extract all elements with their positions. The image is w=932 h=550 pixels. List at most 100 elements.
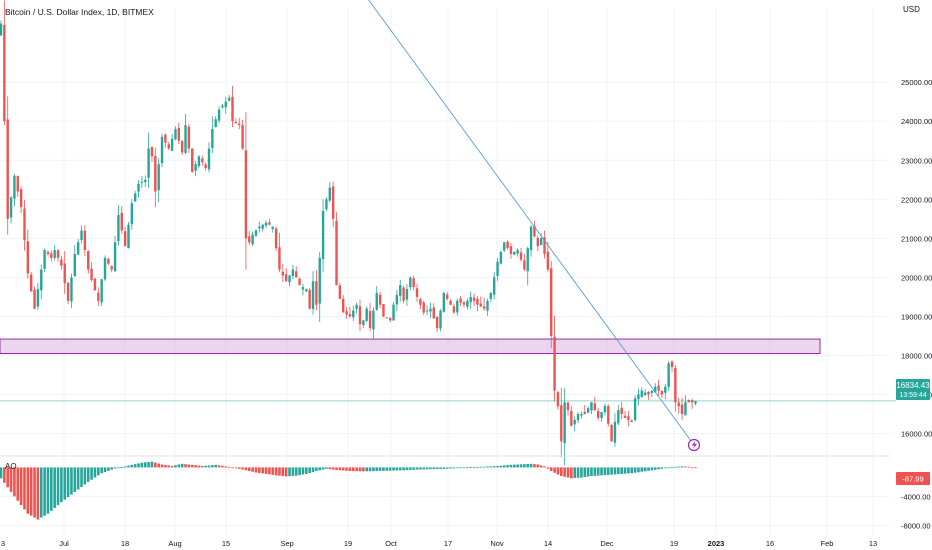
ao-bar (395, 467, 399, 471)
candle-body (338, 285, 342, 299)
candle-body (241, 124, 244, 149)
candle-body (610, 424, 613, 442)
ao-bar (650, 467, 654, 471)
candle-body (613, 421, 617, 443)
ao-bar (445, 467, 449, 469)
x-tick-label: Jul (59, 539, 69, 548)
ao-bar (452, 467, 456, 469)
candle-body (147, 148, 150, 178)
y-tick-label: 18000.00 (901, 351, 932, 360)
ao-bar (469, 467, 472, 468)
candle-body (274, 228, 278, 249)
candle-body (637, 394, 640, 400)
ao-bar (147, 461, 150, 468)
candle-body (593, 403, 597, 411)
ao-bar (315, 467, 318, 472)
ao-bar (680, 466, 684, 468)
candle-body (556, 392, 560, 407)
ao-bar (66, 467, 70, 498)
candle-body (144, 179, 147, 183)
candle-body (184, 125, 187, 153)
candle-body (472, 297, 476, 301)
candle-body (13, 175, 16, 199)
time-scale[interactable]: 3 Jul 18 Aug 15 Sep 19 Oct 17 Nov 14 Dec 19 2023 16 Feb… (1, 539, 877, 548)
candle-body (482, 306, 486, 309)
candle-body (315, 281, 318, 305)
candle-body (570, 411, 573, 426)
candle-body (529, 226, 533, 251)
ao-bar (382, 467, 385, 471)
ao-bar (331, 467, 335, 470)
ao-histogram (0, 461, 697, 520)
ao-bar (519, 464, 523, 468)
ao-bar (227, 466, 231, 468)
price-scale[interactable]: 16000.0017000.0018000.0019000.0020000.00… (901, 78, 932, 438)
candle-body (318, 257, 321, 304)
candle-body (238, 123, 241, 126)
ao-bar (492, 466, 496, 468)
ao-bar (563, 467, 566, 477)
ao-bar (694, 467, 697, 469)
candle-body (70, 277, 73, 302)
ao-bar (617, 467, 620, 475)
ao-bar (174, 465, 177, 468)
candle-body (670, 361, 674, 368)
ao-bar (677, 466, 681, 468)
trendline[interactable] (365, 0, 695, 446)
alert-icon[interactable] (687, 438, 701, 452)
candle-body (620, 407, 623, 415)
candle-body (19, 189, 23, 208)
ao-bar (670, 467, 674, 468)
candle-body (446, 294, 449, 299)
ao-bar (3, 467, 6, 483)
ao-indicator-title[interactable]: AO (5, 462, 17, 471)
ao-bar (9, 467, 13, 492)
ao-bar (140, 462, 144, 468)
candle-body (432, 307, 435, 319)
candle-body (355, 304, 358, 309)
candle-body (288, 275, 291, 283)
ao-bar (308, 467, 311, 473)
candle-body (533, 225, 536, 237)
ao-bar (593, 467, 597, 476)
ao-bar (53, 467, 56, 508)
x-tick-label: 19 (670, 539, 678, 548)
ao-bar (409, 467, 412, 470)
ao-bar (419, 467, 422, 470)
last-price-label: 16834.43 (896, 381, 930, 390)
support-zone[interactable] (0, 338, 821, 354)
candle-body (516, 250, 519, 254)
candle-body (328, 187, 331, 201)
ao-bar (435, 467, 439, 470)
ao-bar (429, 467, 432, 470)
ao-bar (214, 464, 218, 468)
x-tick-label: Oct (385, 539, 398, 548)
ao-bar (133, 464, 137, 468)
candle-body (435, 317, 439, 329)
candle-body (53, 250, 56, 258)
ao-bar (546, 467, 550, 469)
ao-bar (60, 467, 63, 503)
candle-body (449, 300, 452, 305)
ao-bar (123, 466, 127, 468)
candle-body (345, 311, 348, 315)
ao-bar (455, 467, 459, 469)
candle-body (3, 24, 6, 122)
candle-body (660, 390, 664, 395)
x-tick-label: 17 (444, 539, 452, 548)
candle-body (154, 156, 157, 192)
x-tick-label: 16 (766, 539, 774, 548)
ao-bar (348, 467, 352, 472)
ao-bar (268, 467, 271, 475)
ao-bar (439, 467, 442, 469)
candle-body (573, 419, 576, 425)
candle-body (107, 258, 110, 264)
ao-value-label: -87.99 (902, 475, 923, 484)
candle-body (103, 257, 107, 280)
ao-bar (630, 467, 634, 474)
ao-scale[interactable]: -4000.00 -8000.00 (901, 492, 931, 530)
ao-bar (499, 465, 503, 468)
ao-bar (13, 467, 16, 497)
ao-bar (29, 467, 33, 516)
candle-body (227, 97, 231, 101)
